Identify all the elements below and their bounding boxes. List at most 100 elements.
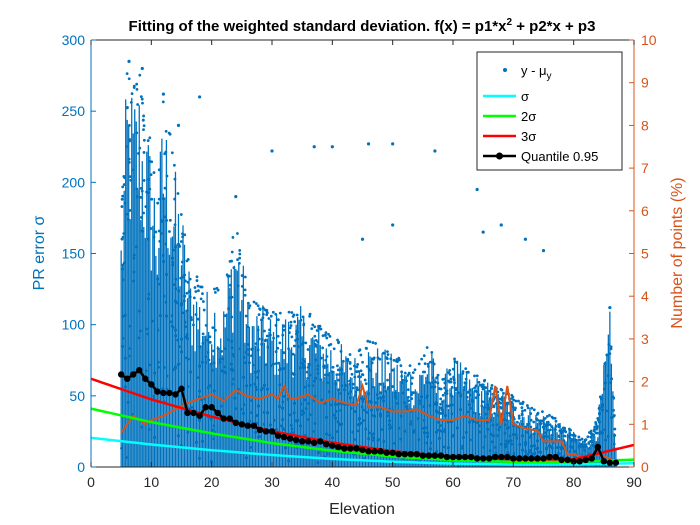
scatter-point bbox=[278, 341, 282, 345]
scatter-point bbox=[326, 373, 330, 377]
scatter-point bbox=[468, 420, 472, 424]
scatter-point bbox=[221, 357, 225, 361]
scatter-point bbox=[129, 178, 133, 182]
quantile-marker bbox=[588, 455, 595, 462]
x-tick-label: 20 bbox=[204, 474, 220, 490]
scatter-point bbox=[401, 381, 404, 385]
scatter-point bbox=[591, 440, 594, 443]
scatter-point bbox=[122, 183, 126, 186]
scatter-point bbox=[165, 387, 169, 391]
scatter-point bbox=[439, 412, 443, 415]
scatter-point bbox=[384, 389, 387, 393]
scatter-point bbox=[504, 442, 508, 446]
scatter-point bbox=[382, 440, 386, 443]
quantile-marker bbox=[178, 385, 185, 392]
quantile-marker bbox=[317, 438, 324, 445]
scatter-point bbox=[376, 397, 380, 400]
scatter-point bbox=[343, 388, 346, 392]
scatter-point bbox=[589, 432, 593, 436]
quantile-marker bbox=[214, 409, 221, 417]
scatter-point bbox=[141, 118, 145, 122]
scatter-point bbox=[174, 245, 177, 249]
scatter-point bbox=[164, 300, 168, 304]
scatter-point bbox=[140, 97, 144, 101]
scatter-point bbox=[349, 390, 353, 393]
scatter-point bbox=[198, 364, 202, 368]
scatter-point bbox=[364, 346, 368, 350]
scatter-point bbox=[306, 348, 310, 351]
scatter-point bbox=[130, 92, 134, 96]
scatter-point bbox=[389, 357, 393, 361]
scatter-point bbox=[125, 456, 129, 459]
scatter-point bbox=[348, 396, 352, 400]
scatter-point bbox=[533, 444, 536, 447]
scatter-point bbox=[374, 342, 378, 345]
scatter-point bbox=[410, 397, 414, 401]
quantile-marker bbox=[286, 435, 294, 442]
scatter-point bbox=[231, 377, 235, 381]
scatter-point bbox=[204, 323, 208, 327]
scatter-point bbox=[427, 381, 431, 384]
scatter-point bbox=[326, 381, 330, 385]
scatter-point bbox=[127, 157, 131, 161]
quantile-marker bbox=[329, 442, 336, 449]
scatter-point bbox=[524, 450, 528, 453]
scatter-point bbox=[312, 429, 316, 433]
scatter-point bbox=[336, 368, 340, 372]
scatter-point bbox=[121, 278, 125, 282]
scatter-point bbox=[532, 408, 536, 412]
scatter-point bbox=[350, 372, 354, 376]
scatter-point bbox=[328, 433, 332, 437]
scatter-point bbox=[179, 303, 183, 307]
scatter-point bbox=[525, 404, 529, 407]
percent-points-line bbox=[120, 382, 617, 464]
quantile-marker bbox=[238, 421, 246, 428]
scatter-point bbox=[568, 431, 572, 435]
scatter-point bbox=[483, 435, 487, 438]
scatter-point bbox=[264, 363, 268, 367]
quantile-marker bbox=[365, 448, 372, 455]
scatter-point bbox=[493, 412, 496, 415]
x-tick-label: 70 bbox=[506, 474, 522, 490]
right-tick-label: 3 bbox=[641, 331, 649, 347]
scatter-point bbox=[525, 430, 529, 434]
scatter-point bbox=[128, 354, 131, 358]
scatter-point bbox=[340, 368, 343, 371]
scatter-point bbox=[224, 371, 227, 375]
scatter-point bbox=[121, 267, 125, 271]
scatter-point bbox=[362, 419, 366, 422]
scatter-point bbox=[139, 329, 143, 333]
scatter-point bbox=[148, 363, 152, 367]
scatter-point bbox=[558, 425, 561, 428]
scatter-point bbox=[327, 343, 331, 347]
quantile-marker bbox=[582, 456, 589, 464]
scatter-point bbox=[249, 411, 253, 414]
quantile-marker bbox=[166, 389, 173, 397]
scatter-point bbox=[526, 406, 530, 410]
scatter-point bbox=[273, 418, 276, 422]
scatter-point bbox=[568, 450, 572, 454]
scatter-point bbox=[468, 388, 472, 392]
scatter-point bbox=[301, 365, 305, 369]
scatter-point bbox=[213, 287, 216, 291]
scatter-point bbox=[504, 439, 508, 443]
scatter-point bbox=[284, 446, 287, 450]
right-tick-label: 5 bbox=[641, 246, 649, 262]
left-tick-label: 150 bbox=[62, 246, 86, 262]
scatter-point bbox=[489, 432, 493, 436]
scatter-point bbox=[541, 410, 544, 413]
scatter-point bbox=[246, 348, 250, 351]
scatter-point bbox=[373, 414, 377, 418]
scatter-point bbox=[340, 422, 344, 426]
scatter-point bbox=[325, 355, 329, 358]
scatter-point bbox=[278, 311, 282, 315]
scatter-point bbox=[233, 396, 237, 400]
scatter-point bbox=[499, 401, 503, 405]
scatter-point bbox=[530, 444, 533, 448]
scatter-point bbox=[230, 315, 234, 319]
scatter-point bbox=[602, 428, 606, 432]
scatter-point bbox=[399, 437, 403, 441]
scatter-point bbox=[183, 279, 187, 283]
scatter-point bbox=[352, 364, 356, 368]
scatter-point bbox=[494, 451, 498, 455]
